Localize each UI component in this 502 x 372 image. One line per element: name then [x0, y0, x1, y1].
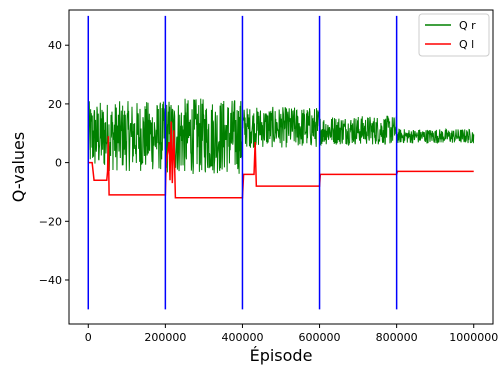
- x-tick-label: 600000: [299, 331, 341, 344]
- legend-label-q-l: Q l: [459, 38, 474, 51]
- y-tick-label: 40: [48, 39, 62, 52]
- series-q-r-line-segment-3: [241, 106, 321, 148]
- x-axis: 0 200000 400000 600000 800000 1000000: [85, 324, 498, 344]
- y-tick-label: −40: [39, 274, 62, 287]
- legend-box: [418, 13, 490, 57]
- y-tick-label: −20: [39, 215, 62, 228]
- x-tick-label: 400000: [221, 331, 263, 344]
- x-axis-title: Épisode: [250, 346, 313, 365]
- y-axis: 40 20 0 −20 −40: [39, 39, 69, 287]
- series-q-r-line-segment-4: [319, 115, 398, 147]
- plot-area: [87, 15, 475, 310]
- y-tick-label: 0: [55, 157, 62, 170]
- series-q-r-line-segment-2: [164, 98, 243, 175]
- x-tick-label: 0: [85, 331, 92, 344]
- legend-label-q-r: Q r: [459, 19, 476, 32]
- series-q-r-line-segment-1: [87, 101, 166, 172]
- y-tick-label: 20: [48, 98, 62, 111]
- series-q-r-line-segment-5: [396, 128, 475, 144]
- x-tick-label: 800000: [376, 331, 418, 344]
- legend: Q r Q l: [418, 13, 490, 57]
- x-tick-label: 200000: [144, 331, 186, 344]
- plot-frame: [68, 9, 494, 325]
- y-axis-title: Q-values: [9, 132, 28, 202]
- x-tick-label: 1000000: [449, 331, 498, 344]
